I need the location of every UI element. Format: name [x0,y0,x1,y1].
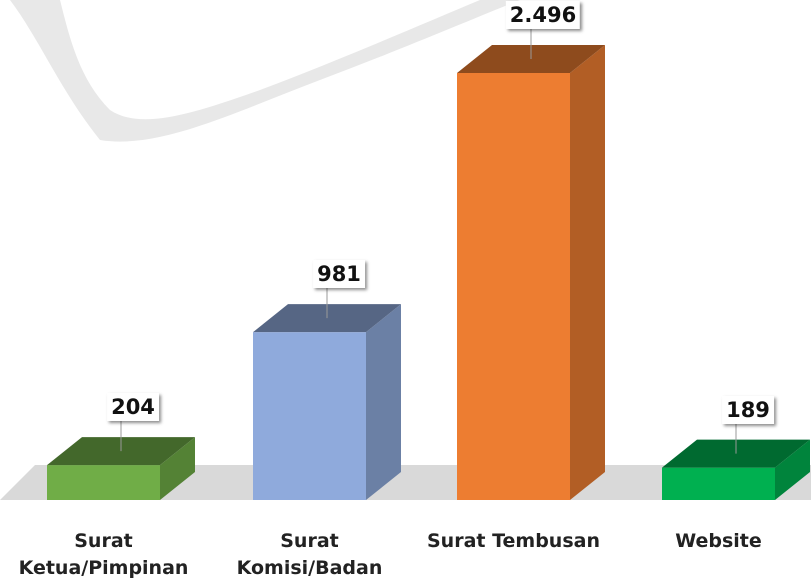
floor [0,465,811,500]
bar-front [47,465,160,500]
bar-side [366,304,401,500]
bar-front [253,332,366,500]
bar-side [160,437,195,500]
bar [47,437,195,500]
x-tick-label: Surat Komisi/Badan [236,530,383,579]
value-label: 981 [313,260,365,289]
x-tick-label: Surat Tembusan [426,530,600,552]
value-label: 189 [722,395,774,424]
bar [457,45,605,500]
bar-side [570,45,605,500]
background-swoosh [10,0,520,142]
bar-front [662,467,775,500]
x-tick-label: Surat Ketua/Pimpinan [18,530,189,579]
bar-side [775,439,810,500]
value-label: 204 [107,393,159,422]
bar-front [457,73,570,500]
bar [253,304,401,500]
value-label: 2.496 [505,1,581,29]
x-tick-label: Website [675,530,762,552]
